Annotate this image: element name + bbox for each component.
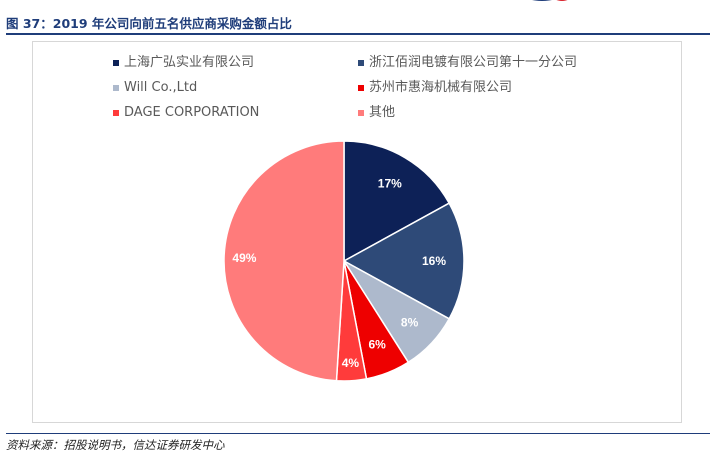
- legend-label-2: 浙江佰润电镀有限公司第十一分公司: [369, 55, 578, 70]
- legend-label-3: Will Co.,Ltd: [124, 80, 198, 95]
- legend-swatch-6: [358, 110, 364, 116]
- legend-item-1: 上海广弘实业有限公司: [113, 55, 254, 71]
- logo-red-shape: [556, 0, 568, 1]
- figure-title: 图 37：2019 年公司向前五名供应商采购金额占比: [6, 16, 292, 31]
- legend-label-4: 苏州市惠海机械有限公司: [369, 80, 513, 95]
- pie-slice-label-3: 8%: [401, 316, 419, 330]
- pie-slice-1: [343, 140, 451, 263]
- legend-label-1: 上海广弘实业有限公司: [124, 55, 255, 70]
- legend-item-4: 苏州市惠海机械有限公司: [358, 80, 512, 96]
- legend-swatch-5: [113, 110, 119, 116]
- legend-swatch-2: [358, 60, 364, 66]
- legend-swatch-3: [113, 85, 119, 91]
- pie-slice-label-6: 49%: [232, 251, 256, 265]
- pie-slice-2: [342, 202, 465, 320]
- chart-legend: 上海广弘实业有限公司 浙江佰润电镀有限公司第十一分公司 Will Co.,Ltd 苏州…: [113, 55, 603, 121]
- legend-label-5: DAGE CORPORATION: [124, 105, 260, 120]
- brand-logo-fragment: [532, 0, 568, 1]
- footer-divider: [6, 433, 710, 434]
- logo-blue-shape: [532, 0, 552, 1]
- legend-item-3: Will Co.,Ltd: [113, 80, 197, 96]
- legend-item-2: 浙江佰润电镀有限公司第十一分公司: [358, 55, 577, 71]
- title-divider: [6, 33, 710, 35]
- legend-swatch-4: [358, 85, 364, 91]
- legend-item-6: 其他: [358, 105, 395, 121]
- legend-label-6: 其他: [369, 105, 396, 120]
- pie-slice-label-4: 6%: [368, 338, 386, 352]
- legend-item-5: DAGE CORPORATION: [113, 105, 259, 121]
- pie-slice-label-1: 17%: [378, 177, 402, 191]
- legend-swatch-1: [113, 60, 119, 66]
- source-note: 资料来源：招股说明书，信达证券研发中心: [6, 438, 225, 452]
- pie-slice-label-5: 4%: [342, 356, 360, 370]
- pie-slice-label-2: 16%: [422, 254, 446, 268]
- pie-slice-6: [223, 140, 345, 382]
